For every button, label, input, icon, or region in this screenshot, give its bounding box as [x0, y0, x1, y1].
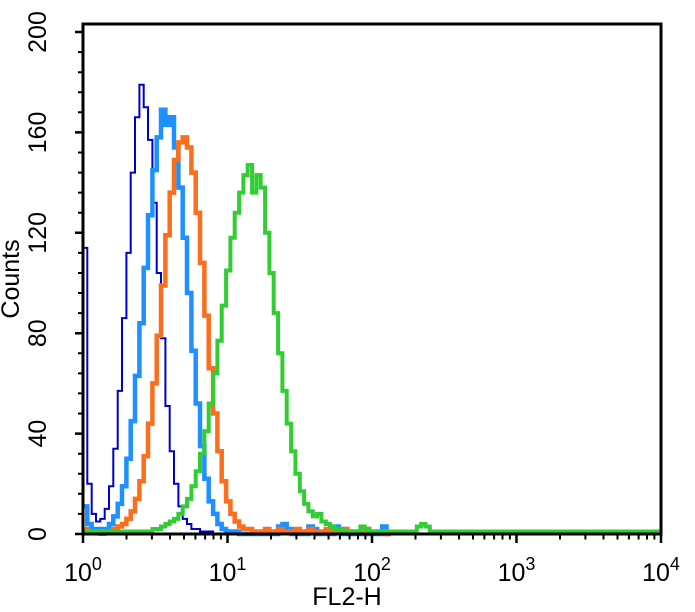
series-dark-blue-curve — [83, 83, 231, 535]
x-tick-label-10e4: 104 — [642, 554, 680, 587]
axis-ticks — [75, 30, 663, 543]
y-tick-label-160: 160 — [24, 112, 52, 154]
series-orange-curve — [83, 135, 391, 537]
y-tick-label-40: 40 — [24, 420, 52, 448]
x-axis-title: FL2-H — [312, 583, 381, 611]
axis-tick-labels: 100 101 102 103 104 0 40 80 120 160 200 — [24, 11, 680, 587]
y-tick-label-120: 120 — [24, 212, 52, 254]
series-green-curve — [83, 163, 661, 536]
x-tick-label-10e2: 102 — [353, 554, 391, 587]
y-tick-label-80: 80 — [24, 319, 52, 347]
x-minor-ticks — [125, 534, 656, 540]
plot-frame — [81, 22, 663, 536]
series-layer — [83, 83, 661, 537]
x-tick-label-10e1: 101 — [209, 554, 247, 587]
y-tick-label-0: 0 — [24, 527, 52, 541]
x-major-ticks — [81, 534, 663, 543]
x-tick-label-10e3: 103 — [498, 554, 536, 587]
y-tick-label-200: 200 — [24, 11, 52, 53]
y-minor-ticks — [78, 51, 83, 515]
x-tick-label-10e0: 100 — [64, 554, 102, 587]
y-major-ticks — [75, 30, 83, 536]
y-axis-title: Counts — [0, 239, 25, 318]
series-light-blue-curve — [83, 107, 391, 537]
